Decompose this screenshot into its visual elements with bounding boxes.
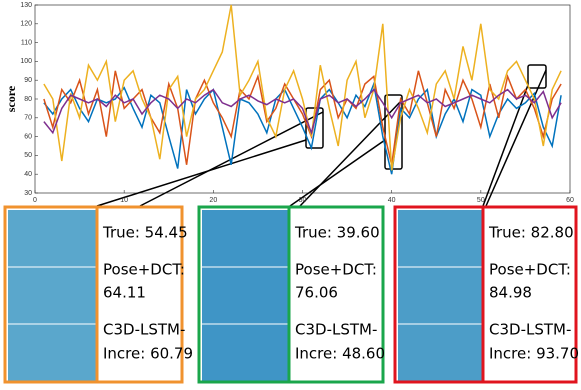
x-tick-label: 30 (299, 197, 307, 204)
annotation-text: C3D-LSTM- (489, 321, 571, 339)
y-tick-label: 80 (24, 96, 32, 103)
callout-box (384, 94, 403, 170)
x-tick-label: 50 (477, 197, 485, 204)
callout-line (96, 139, 307, 207)
annotation-text: 64.11 (103, 284, 146, 302)
x-tick-label: 0 (33, 197, 37, 204)
x-tick-label: 60 (566, 197, 574, 204)
y-tick-label: 60 (24, 133, 32, 140)
y-tick-label: 50 (24, 152, 32, 159)
y-tick-label: 30 (24, 190, 32, 197)
series-line (43, 70, 562, 165)
y-tick-label: 40 (24, 171, 32, 178)
frame-image (202, 210, 288, 381)
callout-line (299, 99, 403, 207)
annotation-text: True: 54.45 (102, 224, 188, 242)
callout-line (485, 69, 547, 207)
frame-image (398, 210, 482, 381)
y-tick-label: 70 (24, 115, 32, 122)
x-tick-label: 10 (120, 197, 128, 204)
y-tick-label: 130 (20, 2, 32, 9)
y-tick-label: 90 (24, 77, 32, 84)
annotation-text: 84.98 (489, 284, 532, 302)
panel-border (393, 205, 578, 384)
annotation-text: True: 39.60 (294, 224, 380, 242)
panel-3 (393, 205, 578, 384)
panel-2 (197, 205, 385, 384)
annotation-text: Pose+DCT: (489, 261, 571, 279)
annotation-text: C3D-LSTM- (295, 321, 377, 339)
y-axis-label: score (4, 85, 18, 112)
series-line (43, 88, 562, 136)
annotation-text: Pose+DCT: (103, 261, 185, 279)
annotation-text: Pose+DCT: (295, 261, 377, 279)
annotation-text: Incre: 48.60 (295, 345, 385, 363)
callout-box (527, 64, 547, 89)
x-tick-label: 40 (388, 197, 396, 204)
annotation-text: 76.06 (295, 284, 338, 302)
annotation-text: C3D-LSTM- (103, 321, 185, 339)
annotation-text: True: 82.80 (488, 224, 574, 242)
panel-border (3, 205, 184, 384)
series-line (43, 4, 562, 171)
y-tick-label: 120 (20, 21, 32, 28)
panel-border (197, 205, 385, 384)
callouts (96, 64, 547, 207)
callout-line (289, 139, 386, 207)
y-tick-label: 100 (20, 58, 32, 65)
x-tick-label: 20 (209, 197, 217, 204)
annotation-text: Incre: 60.79 (103, 345, 193, 363)
y-tick-label: 110 (21, 39, 32, 46)
panel-1 (3, 205, 184, 384)
frame-image (8, 210, 96, 381)
annotation-text: Incre: 93.70 (489, 345, 579, 363)
